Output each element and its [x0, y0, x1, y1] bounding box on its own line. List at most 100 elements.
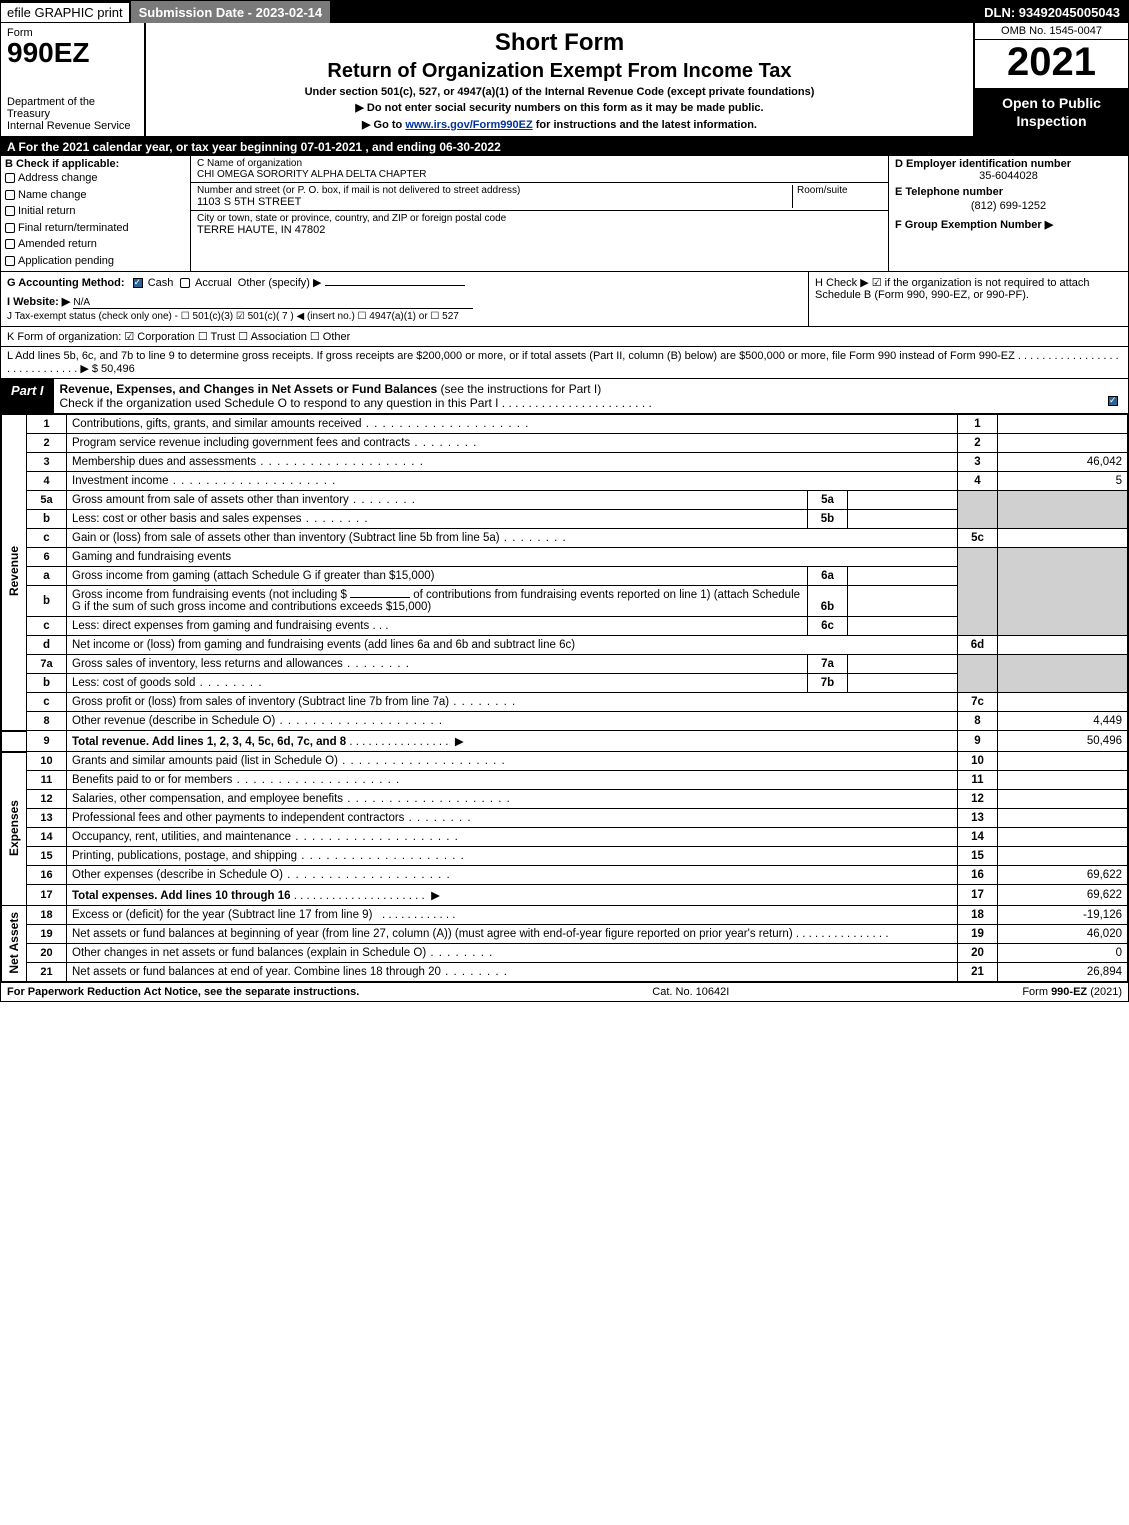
tax-year: 2021 [975, 40, 1128, 88]
line-13-num: 13 [27, 809, 67, 828]
line-5c-num: c [27, 529, 67, 548]
line-6c-midval [848, 617, 958, 636]
line-1-value [998, 415, 1128, 434]
line-7b-midnum: 7b [808, 674, 848, 693]
line-12-desc: Salaries, other compensation, and employ… [67, 790, 958, 809]
other-specify-field[interactable] [325, 285, 465, 286]
line-17-value: 69,622 [998, 885, 1128, 906]
header-left: Form 990EZ Department of the Treasury In… [1, 23, 146, 136]
line-14-value [998, 828, 1128, 847]
goto-pre: ▶ Go to [362, 119, 405, 131]
line-6b-amount-field[interactable] [350, 597, 410, 598]
line-6d-desc: Net income or (loss) from gaming and fun… [67, 636, 958, 655]
line-21-value: 26,894 [998, 963, 1128, 982]
form-990ez-page: efile GRAPHIC print Submission Date - 20… [0, 0, 1129, 1002]
line-11-rnum: 11 [958, 771, 998, 790]
line-4-rnum: 4 [958, 472, 998, 491]
page-footer: For Paperwork Reduction Act Notice, see … [1, 982, 1128, 1001]
section-b: B Check if applicable: Address change Na… [1, 156, 191, 271]
line-8-desc: Other revenue (describe in Schedule O) [67, 712, 958, 731]
part-i-checkbox[interactable] [1098, 379, 1128, 413]
part-i-title-rest: (see the instructions for Part I) [437, 382, 601, 396]
col-gij: G Accounting Method: Cash Accrual Other … [1, 272, 808, 326]
street-value: 1103 S 5TH STREET [197, 196, 301, 208]
revenue-side-label: Revenue [2, 415, 27, 731]
chk-initial-return[interactable]: Initial return [5, 203, 186, 220]
line-5a-desc: Gross amount from sale of assets other t… [67, 491, 808, 510]
irs-link[interactable]: www.irs.gov/Form990EZ [405, 119, 532, 131]
line-10-rnum: 10 [958, 752, 998, 771]
line-9-rnum: 9 [958, 731, 998, 752]
line-18-value: -19,126 [998, 906, 1128, 925]
chk-accrual[interactable] [180, 278, 190, 288]
line-2-num: 2 [27, 434, 67, 453]
line-4-desc: Investment income [67, 472, 958, 491]
form-header: Form 990EZ Department of the Treasury In… [1, 23, 1128, 138]
line-3-value: 46,042 [998, 453, 1128, 472]
line-6-grey-val [998, 548, 1128, 636]
line-18-desc: Excess or (deficit) for the year (Subtra… [67, 906, 958, 925]
section-g: G Accounting Method: Cash Accrual Other … [7, 276, 802, 289]
line-6c-desc: Less: direct expenses from gaming and fu… [67, 617, 808, 636]
line-6a-midval [848, 567, 958, 586]
street-row: Number and street (or P. O. box, if mail… [191, 183, 888, 211]
line-16-num: 16 [27, 866, 67, 885]
line-19-value: 46,020 [998, 925, 1128, 944]
chk-final-return[interactable]: Final return/terminated [5, 220, 186, 237]
line-7a-desc: Gross sales of inventory, less returns a… [67, 655, 808, 674]
line-7a-num: 7a [27, 655, 67, 674]
line-5b-midnum: 5b [808, 510, 848, 529]
line-15-rnum: 15 [958, 847, 998, 866]
line-2-desc: Program service revenue including govern… [67, 434, 958, 453]
line-6b-desc: Gross income from fundraising events (no… [67, 586, 808, 617]
line-7ab-grey [958, 655, 998, 693]
line-10-value [998, 752, 1128, 771]
form-number: 990EZ [7, 37, 138, 69]
line-12-rnum: 12 [958, 790, 998, 809]
part-i-tag: Part I [1, 379, 54, 413]
line-5b-num: b [27, 510, 67, 529]
line-16-desc: Other expenses (describe in Schedule O) [67, 866, 958, 885]
line-14-desc: Occupancy, rent, utilities, and maintena… [67, 828, 958, 847]
line-5ab-grey-val [998, 491, 1128, 529]
line-20-rnum: 20 [958, 944, 998, 963]
line-6-desc: Gaming and fundraising events [67, 548, 958, 567]
line-5c-rnum: 5c [958, 529, 998, 548]
city-value: TERRE HAUTE, IN 47802 [197, 224, 882, 236]
line-7b-desc: Less: cost of goods sold [67, 674, 808, 693]
group-exemption-label: F Group Exemption Number ▶ [895, 219, 1053, 231]
line-15-num: 15 [27, 847, 67, 866]
line-6b-midval [848, 586, 958, 617]
line-10-desc: Grants and similar amounts paid (list in… [67, 752, 958, 771]
line-6d-num: d [27, 636, 67, 655]
line-7a-midnum: 7a [808, 655, 848, 674]
chk-name-change[interactable]: Name change [5, 187, 186, 204]
line-8-rnum: 8 [958, 712, 998, 731]
chk-application-pending[interactable]: Application pending [5, 253, 186, 270]
section-g-through-j: G Accounting Method: Cash Accrual Other … [1, 272, 1128, 327]
ein-value: 35-6044028 [895, 170, 1122, 182]
line-20-value: 0 [998, 944, 1128, 963]
line-13-desc: Professional fees and other payments to … [67, 809, 958, 828]
section-l: L Add lines 5b, 6c, and 7b to line 9 to … [1, 347, 1128, 379]
line-17-desc: Total expenses. Add lines 10 through 16 … [67, 885, 958, 906]
street-label: Number and street (or P. O. box, if mail… [197, 185, 792, 196]
section-j: J Tax-exempt status (check only one) - ☐… [7, 311, 802, 322]
line-6c-midnum: 6c [808, 617, 848, 636]
line-4-value: 5 [998, 472, 1128, 491]
line-5c-value [998, 529, 1128, 548]
ein-label: D Employer identification number [895, 158, 1122, 170]
efile-label[interactable]: efile GRAPHIC print [1, 3, 131, 22]
line-18-num: 18 [27, 906, 67, 925]
city-label: City or town, state or province, country… [197, 213, 882, 224]
city-row: City or town, state or province, country… [191, 211, 888, 238]
line-2-rnum: 2 [958, 434, 998, 453]
line-4-num: 4 [27, 472, 67, 491]
chk-cash[interactable] [133, 278, 143, 288]
line-15-value [998, 847, 1128, 866]
line-3-desc: Membership dues and assessments [67, 453, 958, 472]
org-name-label: C Name of organization [197, 158, 882, 169]
line-5b-desc: Less: cost or other basis and sales expe… [67, 510, 808, 529]
chk-amended-return[interactable]: Amended return [5, 236, 186, 253]
chk-address-change[interactable]: Address change [5, 170, 186, 187]
